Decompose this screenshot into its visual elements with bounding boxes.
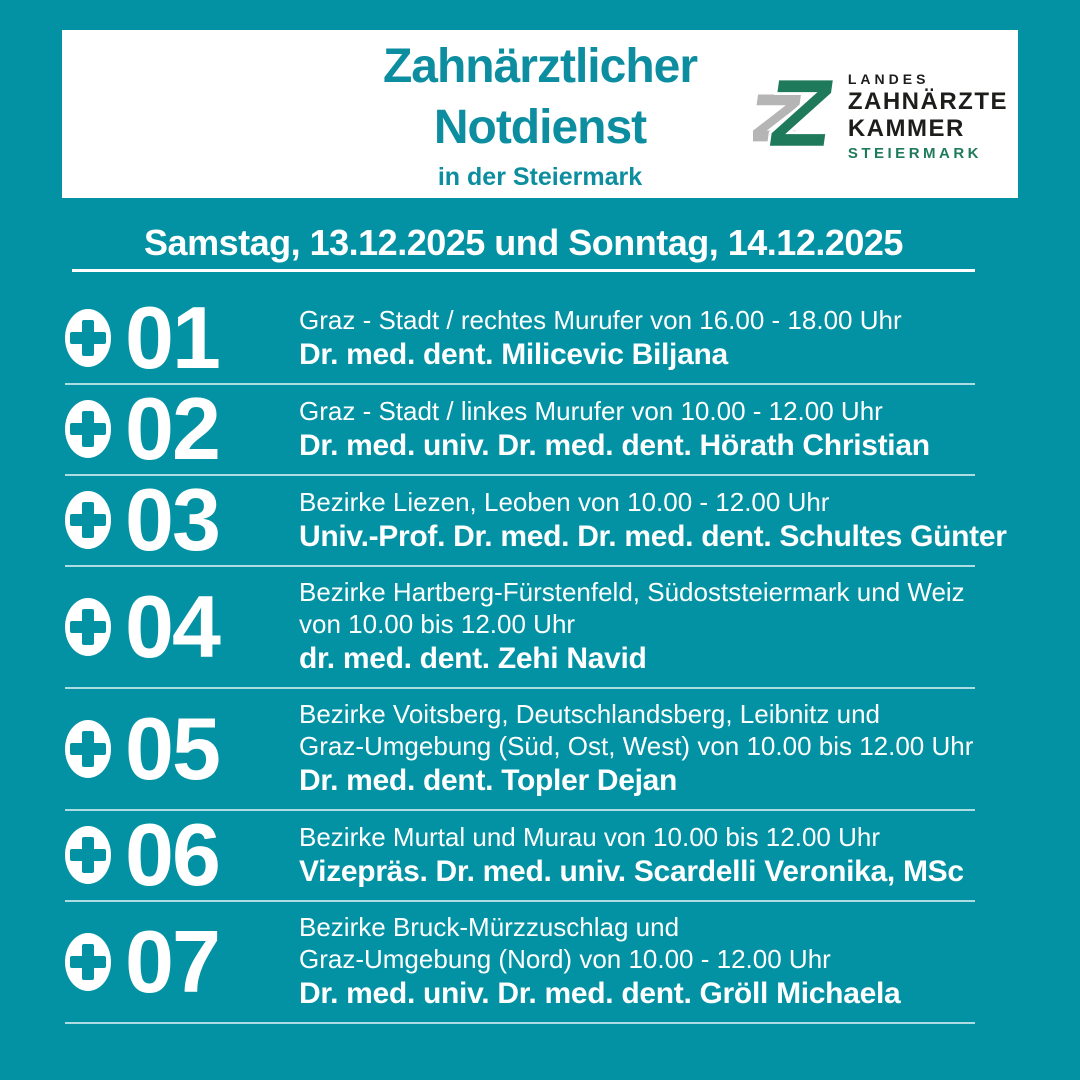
medical-cross-icon	[65, 932, 111, 991]
entry-row: 04 Bezirke Hartberg-Fürstenfeld, Südosts…	[65, 567, 975, 689]
entry-row: 06 Bezirke Murtal und Murau von 10.00 bi…	[65, 811, 975, 902]
title-block: Zahnärztlicher Notdienst in der Steierma…	[62, 36, 1018, 191]
entry-row: 01 Graz - Stadt / rechtes Murufer von 16…	[65, 294, 975, 385]
entry-region-time: Bezirke Hartberg-Fürstenfeld, Südoststei…	[299, 577, 965, 607]
entry-doctor-name: Dr. med. dent. Topler Dejan	[299, 764, 678, 797]
entry-number: 03	[125, 470, 221, 569]
entry-region-time: Graz - Stadt / linkes Murufer von 10.00 …	[299, 395, 883, 426]
medical-cross-icon	[65, 309, 111, 367]
entry-region-time: Graz-Umgebung (Süd, Ost, West) von 10.00…	[299, 731, 974, 761]
medical-cross-icon	[65, 597, 111, 656]
entry-number: 04	[125, 576, 221, 676]
entry-row: 07 Bezirke Bruck-Mürzzuschlag und Graz-U…	[65, 902, 975, 1024]
entry-region-time: Graz-Umgebung (Nord) von 10.00 - 12.00 U…	[299, 944, 831, 974]
double-z-logo-icon	[752, 74, 835, 160]
page-title-line2: Notdienst	[433, 101, 647, 154]
medical-cross-icon	[65, 400, 111, 458]
entry-region-time: Bezirke Liezen, Leoben von 10.00 - 12.00…	[299, 486, 830, 517]
logo-wordmark: LANDES ZAHNÄRZTE KAMMER STEIERMARK	[848, 70, 1008, 164]
entry-number: 05	[125, 698, 221, 798]
entry-doctor-name: Dr. med. univ. Dr. med. dent. Gröll Mich…	[299, 977, 901, 1010]
date-underline-rule	[72, 269, 975, 272]
entry-number: 07	[125, 911, 221, 1011]
date-banner: Samstag, 13.12.2025 und Sonntag, 14.12.2…	[144, 222, 903, 263]
logo-line-landes: LANDES	[847, 71, 930, 87]
entry-doctor-name: Dr. med. dent. Milicevic Biljana	[299, 337, 728, 371]
entry-region-time: Bezirke Bruck-Mürzzuschlag und	[299, 912, 680, 942]
chamber-logo: LANDES ZAHNÄRZTE KAMMER STEIERMARK	[752, 70, 1008, 164]
entry-doctor-name: Univ.-Prof. Dr. med. Dr. med. dent. Schu…	[299, 519, 1007, 553]
entry-region-time: von 10.00 bis 12.00 Uhr	[299, 609, 576, 639]
entry-number: 06	[125, 805, 221, 904]
entry-doctor-name: Dr. med. univ. Dr. med. dent. Hörath Chr…	[299, 428, 930, 462]
entry-row: 02 Graz - Stadt / linkes Murufer von 10.…	[65, 385, 975, 476]
entry-number: 01	[125, 288, 221, 387]
entry-number: 02	[125, 379, 221, 478]
duty-roster-list: 01 Graz - Stadt / rechtes Murufer von 16…	[65, 294, 1007, 1024]
logo-line-kammer: KAMMER	[847, 115, 965, 142]
header: Zahnärztlicher Notdienst in der Steierma…	[62, 30, 1018, 198]
logo-line-zahnaerzte: ZAHNÄRZTE	[847, 88, 1008, 115]
entry-region-time: Bezirke Voitsberg, Deutschlandsberg, Lei…	[299, 699, 881, 729]
medical-cross-icon	[65, 491, 111, 549]
page-subtitle: in der Steiermark	[437, 163, 643, 191]
entry-doctor-name: Vizepräs. Dr. med. univ. Scardelli Veron…	[299, 854, 964, 888]
entry-row: 03 Bezirke Liezen, Leoben von 10.00 - 12…	[65, 470, 1007, 569]
entry-row: 05 Bezirke Voitsberg, Deutschlandsberg, …	[65, 689, 975, 811]
entry-region-time: Bezirke Murtal und Murau von 10.00 bis 1…	[299, 821, 880, 852]
page-title-line1: Zahnärztlicher	[382, 40, 698, 93]
entry-doctor-name: dr. med. dent. Zehi Navid	[299, 642, 647, 675]
entry-region-time: Graz - Stadt / rechtes Murufer von 16.00…	[299, 304, 902, 335]
medical-cross-icon	[65, 826, 111, 884]
logo-line-steiermark: STEIERMARK	[847, 145, 983, 162]
medical-cross-icon	[65, 719, 111, 778]
